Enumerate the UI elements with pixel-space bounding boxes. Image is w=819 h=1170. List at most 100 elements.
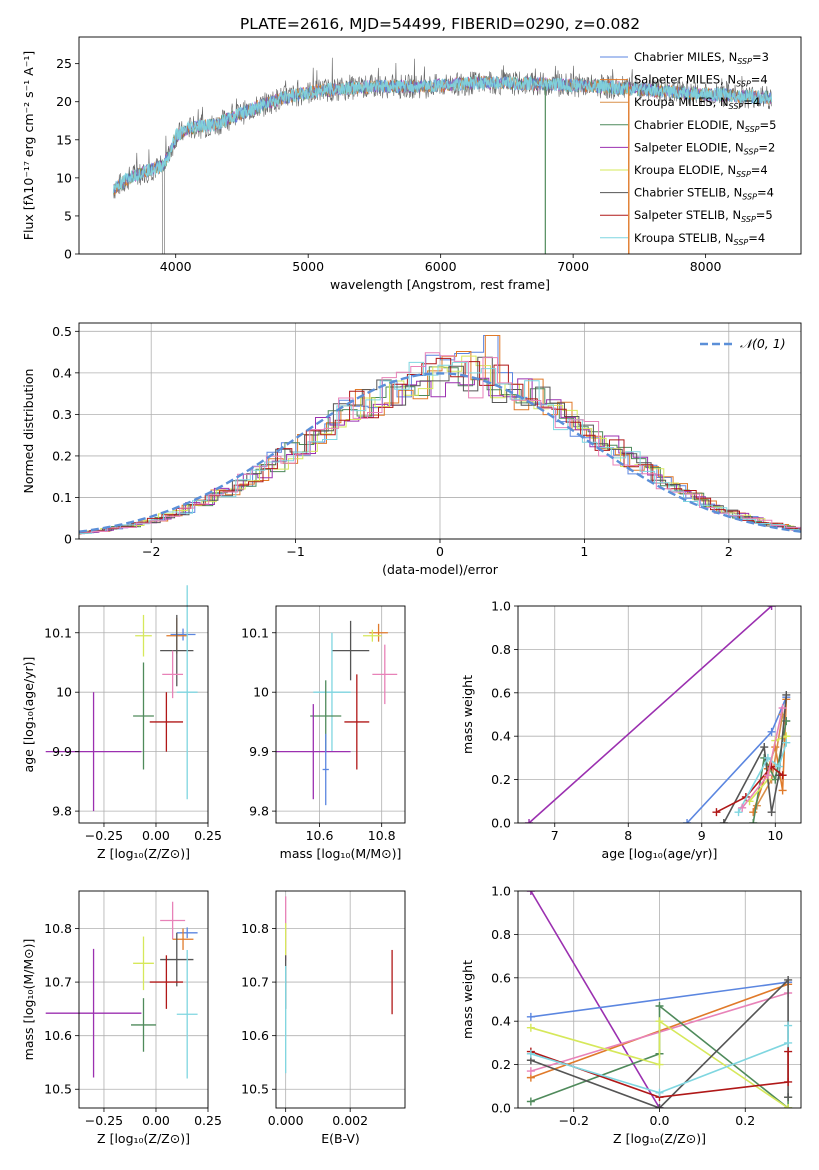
weight-series xyxy=(712,762,787,817)
mass_vs_Z-panel: −0.25 0.00 0.25 10.5 10.6 10.7 10.8 Z [log₁₀(Z/… xyxy=(21,890,222,1146)
y-tick-label: 1.0 xyxy=(491,884,511,899)
legend-entry: Chabrier ELODIE, NSSP=5 xyxy=(634,118,776,134)
y-tick-label: 10.1 xyxy=(44,625,72,640)
series-line xyxy=(530,1019,789,1108)
y-tick-label: 10.7 xyxy=(241,975,269,990)
x-tick-label: 0.25 xyxy=(194,828,222,843)
x-tick-label: 10.6 xyxy=(306,828,334,843)
y-axis-label: Normed distribution xyxy=(21,369,36,494)
x-tick-label: −0.2 xyxy=(559,1113,589,1128)
plot-frame xyxy=(78,890,209,1109)
spectrum-line xyxy=(112,74,773,193)
series-marker xyxy=(784,1093,793,1102)
series-marker xyxy=(655,1060,664,1069)
legend-entry: Kroupa ELODIE, NSSP=4 xyxy=(634,163,768,179)
weight-series xyxy=(526,1047,793,1102)
y-tick-label: 0.2 xyxy=(52,448,72,463)
y-tick-label: 9.9 xyxy=(52,744,72,759)
errorbar-point xyxy=(176,585,198,800)
legend-suffix: =4 xyxy=(751,73,768,87)
y-tick-label: 20 xyxy=(56,94,72,109)
x-tick-label: −1 xyxy=(286,544,304,559)
series-marker xyxy=(767,606,776,610)
x-tick-label: 0.00 xyxy=(142,1113,170,1128)
x-axis-label: Z [log₁₀(Z/Z⊙)] xyxy=(97,846,190,861)
gaussian-curve xyxy=(78,372,802,533)
y-tick-label: 10 xyxy=(56,170,72,185)
x-axis-label: mass [log₁₀(M/M⊙)] xyxy=(280,846,402,861)
age_vs_mass-panel: 10.6 10.8 9.8 9.9 10 10.1 mass [log₁₀(M/M⊙)] xyxy=(241,605,406,861)
x-tick-label: 0.000 xyxy=(268,1113,304,1128)
series-marker xyxy=(525,819,534,823)
histogram-step xyxy=(79,361,801,534)
y-tick-label: 9.8 xyxy=(52,804,72,819)
x-tick-label: 1 xyxy=(580,544,588,559)
series-marker xyxy=(655,1002,664,1011)
y-tick-label: 0.4 xyxy=(52,365,72,380)
legend-sub: SSP xyxy=(734,238,749,247)
legend-label: Chabrier MILES, N xyxy=(634,50,737,64)
y-tick-label: 0.5 xyxy=(52,324,72,339)
series-marker xyxy=(526,1049,535,1058)
series-marker xyxy=(712,808,721,817)
legend-label: Kroupa MILES, N xyxy=(634,95,729,109)
series-marker xyxy=(784,1021,793,1030)
errorbar-point xyxy=(133,662,154,770)
weight-series xyxy=(749,695,791,817)
mass_vs_ebv-panel: 0.000 0.002 10.5 10.6 10.7 10.8 E(B-V) xyxy=(241,890,406,1146)
series-line xyxy=(530,891,661,1108)
y-tick-label: 10.6 xyxy=(241,1028,269,1043)
series-marker xyxy=(655,1017,664,1026)
legend-sub: SSP xyxy=(729,102,744,111)
plot-frame xyxy=(517,605,802,824)
errorbar-point xyxy=(45,692,142,812)
series-marker xyxy=(719,819,728,823)
series-marker xyxy=(784,1038,793,1047)
x-axis-label: (data-model)/error xyxy=(382,562,499,577)
series-marker xyxy=(526,1023,535,1032)
x-tick-label: 10.8 xyxy=(368,828,396,843)
legend-sub: SSP xyxy=(736,80,751,89)
histogram-step xyxy=(79,352,801,533)
y-tick-label: 0.0 xyxy=(491,816,511,831)
y-tick-label: 10.8 xyxy=(241,921,269,936)
series-marker xyxy=(749,808,758,817)
errorbar-point xyxy=(45,948,142,1078)
legend-suffix: =2 xyxy=(758,140,775,154)
legend-entry: Chabrier STELIB, NSSP=4 xyxy=(634,186,774,202)
x-axis-label: age [log₁₀(age/yr)] xyxy=(602,846,718,861)
series-marker xyxy=(774,762,783,771)
y-tick-label: 0 xyxy=(64,247,72,262)
y-tick-label: 10.5 xyxy=(44,1082,72,1097)
legend-entry: Chabrier MILES, NSSP=3 xyxy=(634,50,769,66)
legend-suffix: =4 xyxy=(757,186,774,200)
series-marker xyxy=(655,1104,664,1108)
series-marker xyxy=(778,771,787,780)
y-tick-label: 0.6 xyxy=(491,685,511,700)
x-tick-label: 5000 xyxy=(292,259,324,274)
x-axis-label: Z [log₁₀(Z/Z⊙)] xyxy=(97,1131,190,1146)
y-axis-label: age [log₁₀(age/yr)] xyxy=(21,657,36,773)
errorbar-point xyxy=(149,692,184,752)
errorbar-point xyxy=(176,927,198,939)
errorbar-point xyxy=(131,998,156,1052)
spectrum-panel: 4000 5000 6000 7000 8000 0 5 10 15 20 25 wavelength… xyxy=(21,36,802,292)
histogram-step xyxy=(79,377,801,535)
legend-suffix: =4 xyxy=(748,231,765,245)
x-tick-label: 7000 xyxy=(557,259,589,274)
errorbar-point xyxy=(160,901,186,940)
errorbar-point xyxy=(135,614,152,657)
series-marker xyxy=(749,819,758,823)
y-tick-label: 5 xyxy=(64,208,72,223)
y-tick-label: 10.8 xyxy=(44,921,72,936)
y-tick-label: 15 xyxy=(56,132,72,147)
y-tick-label: 10.6 xyxy=(44,1028,72,1043)
legend-label: Salpeter ELODIE, N xyxy=(634,140,744,154)
legend-label: Chabrier ELODIE, N xyxy=(634,118,745,132)
legend-label: Chabrier STELIB, N xyxy=(634,186,742,200)
legend-entry: Kroupa STELIB, NSSP=4 xyxy=(634,231,765,247)
errorbar-point xyxy=(372,644,398,705)
errorbar-point xyxy=(276,704,351,800)
y-axis-label: mass weight xyxy=(460,960,475,1039)
series-marker xyxy=(760,743,769,752)
